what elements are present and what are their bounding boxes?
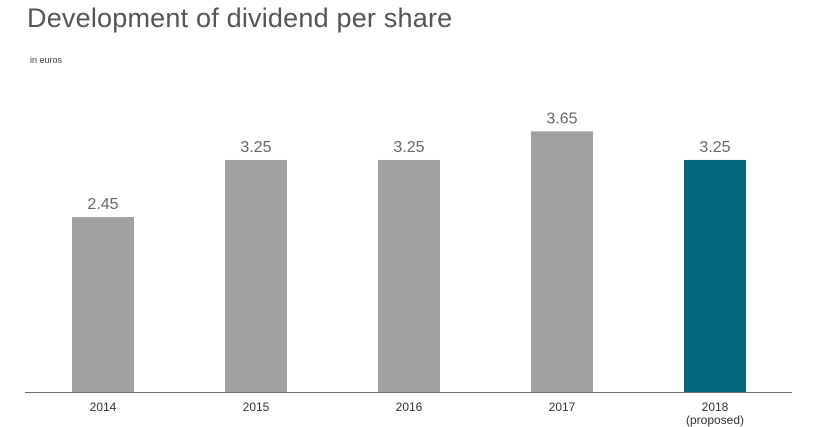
value-label-2015: 3.25 [240, 139, 271, 156]
x-tick-label-2016: 2016 [396, 400, 423, 414]
bar-2014 [72, 217, 134, 392]
x-tick-label-2017: 2017 [549, 400, 576, 414]
bar-2016 [378, 159, 440, 392]
value-label-2014: 2.45 [87, 196, 118, 213]
value-label-2018: 3.25 [699, 139, 730, 156]
x-tick-label-2018: 2018 [702, 400, 729, 414]
bars-layer [72, 131, 746, 392]
chart-title: Development of dividend per share [27, 3, 453, 33]
value-label-2016: 3.25 [393, 139, 424, 156]
x-tick-label-2014: 2014 [90, 400, 117, 414]
bar-2015 [225, 159, 287, 392]
chart-unit-label: in euros [30, 55, 63, 65]
bar-2018 [684, 159, 746, 392]
bar-2017 [531, 131, 593, 392]
labels-layer: 2.45 2014 3.25 2015 3.25 2016 3.65 2017 3.25 2018… [87, 110, 744, 427]
value-label-2017: 3.65 [546, 110, 577, 127]
x-tick-label-2018-line2: (proposed) [686, 413, 744, 427]
x-tick-label-2015: 2015 [243, 400, 270, 414]
